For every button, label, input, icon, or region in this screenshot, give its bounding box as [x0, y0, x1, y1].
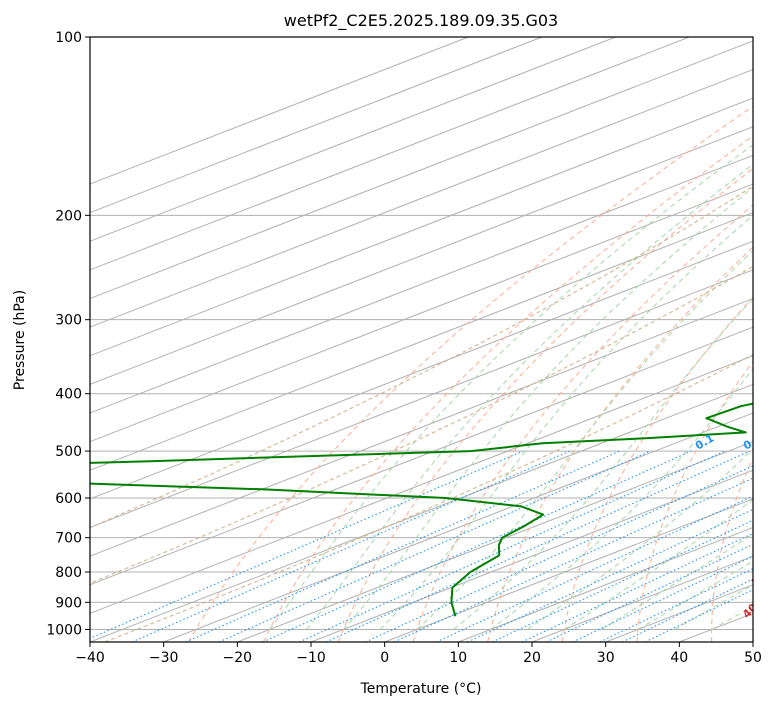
- y-axis-label: Pressure (hPa): [12, 290, 28, 390]
- dry-adiabat: [412, 204, 753, 642]
- moist-adiabat: [527, 447, 753, 630]
- y-tick-label: 500: [55, 444, 82, 460]
- sounding-traces: [90, 402, 753, 617]
- mixing-ratio-line: [298, 450, 726, 642]
- isotherm-line: [90, 240, 753, 500]
- isotherm-line: [90, 126, 753, 385]
- x-tick-label: −40: [75, 650, 105, 666]
- y-tick-label: 200: [55, 208, 82, 224]
- background-lines: [90, 37, 753, 642]
- moist-adiabat: [453, 297, 753, 630]
- x-tick-label: 10: [449, 650, 467, 666]
- isotherm-line: [90, 68, 753, 328]
- x-tick-label: −10: [296, 650, 326, 666]
- theta-e-curve: [90, 265, 753, 584]
- mixing-ratio-line: [325, 450, 750, 642]
- moist-adiabat: [379, 214, 753, 630]
- y-tick-label: 1000: [46, 622, 82, 638]
- mixing-ratio-line: [262, 450, 692, 642]
- isotherm-line: [90, 212, 753, 471]
- mixing-ratio-line: [131, 450, 570, 642]
- isotherm-line: [90, 297, 753, 557]
- x-tick-label: −30: [149, 650, 179, 666]
- mixing-ratio-line: [467, 508, 753, 642]
- y-tick-label: 800: [55, 565, 82, 581]
- y-tick-label: 300: [55, 313, 82, 329]
- isotherm-line: [163, 412, 753, 642]
- y-tick-label: 600: [55, 491, 82, 507]
- theta-e-curve: [104, 353, 753, 642]
- isotherm-line: [90, 326, 753, 586]
- moist-adiabat: [269, 144, 753, 630]
- x-tick-label: 30: [597, 650, 615, 666]
- x-axis-label: Temperature (°C): [360, 681, 482, 697]
- isotherm-line: [90, 183, 753, 443]
- dry-adiabat: [561, 296, 753, 642]
- mixing-ratio-line: [90, 450, 524, 640]
- isotherm-line: [90, 37, 690, 271]
- x-tick-label: 50: [744, 650, 762, 666]
- x-tick-label: −20: [223, 650, 253, 666]
- theta-e-curve: [90, 185, 753, 529]
- moist-adiabat: [342, 186, 753, 630]
- isotherm-label: 30: [749, 569, 769, 589]
- mixing-ratio-line: [393, 477, 753, 642]
- isotherm-line: [90, 37, 616, 242]
- moist-adiabat: [674, 584, 753, 630]
- dry-adiabat: [263, 135, 753, 642]
- isotherm-line: [458, 526, 753, 642]
- y-tick-label: 100: [55, 30, 82, 46]
- moist-adiabat: [637, 560, 753, 630]
- moist-adiabat: [306, 163, 753, 630]
- x-tick-label: 0: [380, 650, 389, 666]
- chart-title: wetPf2_C2E5.2025.189.09.35.G03: [284, 11, 558, 31]
- isotherm-line: [384, 498, 753, 642]
- y-tick-label: 900: [55, 595, 82, 611]
- mixing-ratio-line: [492, 519, 753, 642]
- dry-adiabat: [487, 246, 753, 642]
- isotherm-line: [90, 154, 753, 414]
- isotherm-line: [90, 269, 753, 529]
- x-tick-label: 20: [523, 650, 541, 666]
- isotherm-line: [90, 37, 469, 185]
- dry-adiabat: [337, 167, 753, 642]
- isotherm-line: [90, 355, 753, 614]
- dewpoint-trace: [90, 402, 753, 617]
- isotherm-line: [310, 469, 753, 642]
- isotherm-line: [237, 441, 753, 642]
- isotherm-line: [90, 383, 753, 642]
- mixing-ratio-line: [218, 450, 651, 642]
- dry-adiabat: [188, 105, 753, 642]
- x-tick-label: 40: [670, 650, 688, 666]
- isotherm-line: [90, 40, 753, 300]
- mixing-ratio-line: [365, 465, 753, 642]
- plot-frame: [89, 36, 754, 643]
- y-tick-label: 700: [55, 531, 82, 547]
- moist-adiabat: [564, 498, 753, 630]
- isotherm-line: [90, 37, 543, 214]
- isotherm-line: [90, 97, 753, 357]
- y-tick-label: 400: [55, 387, 82, 403]
- axis-ticks: −40 −30 −20 −10 0 10 20 30 40 50 100 200 300 400 500 60…: [46, 30, 762, 666]
